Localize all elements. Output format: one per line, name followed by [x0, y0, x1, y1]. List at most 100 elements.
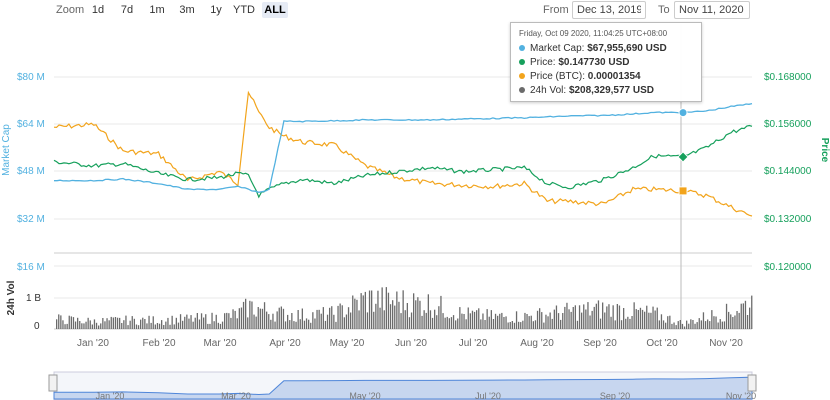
volume-bar	[589, 315, 591, 329]
volume-bar	[740, 303, 742, 329]
volume-bar	[707, 319, 709, 329]
volume-bar	[448, 318, 450, 329]
volume-bar	[539, 308, 541, 329]
volume-bar	[698, 318, 700, 329]
zoom-3m-button[interactable]: 3m	[179, 4, 195, 16]
volume-bar	[150, 322, 152, 329]
zoom-1y-button[interactable]: 1y	[210, 4, 222, 16]
volume-bar	[358, 310, 360, 329]
volume-bar	[326, 314, 329, 329]
volume-bar	[387, 292, 390, 329]
volume-bar	[236, 318, 238, 329]
volume-bar	[257, 307, 259, 329]
volume-bar	[352, 295, 354, 329]
volume-bar	[238, 308, 240, 329]
volume-bar	[263, 302, 266, 329]
right-tick-label: $0.168000	[764, 72, 812, 83]
volume-bar	[270, 319, 272, 329]
to-date-input[interactable]	[674, 1, 750, 19]
right-tick-label: $0.156000	[764, 119, 812, 130]
volume-bar	[585, 309, 587, 329]
right-tick-label: $0.144000	[764, 166, 812, 177]
from-date-input[interactable]	[572, 1, 646, 19]
volume-bar	[587, 302, 589, 329]
volume-bar	[364, 291, 366, 329]
volume-bar	[606, 306, 608, 329]
volume-bar	[135, 324, 138, 329]
market-cap-marker	[678, 108, 688, 118]
volume-bar	[91, 324, 93, 329]
tooltip-row-price-btc: Price (BTC): 0.00001354	[519, 71, 641, 82]
volume-bar	[152, 316, 154, 329]
volume-bar	[324, 320, 327, 329]
volume-bar	[644, 311, 646, 329]
volume-bar	[249, 300, 251, 329]
volume-bar	[417, 297, 419, 329]
zoom-1m-button[interactable]: 1m	[149, 4, 165, 16]
tooltip-label: Price:	[530, 57, 556, 68]
volume-bar	[665, 322, 667, 329]
volume-bar	[427, 294, 429, 329]
volume-bar	[402, 290, 404, 329]
zoom-1d-button[interactable]: 1d	[91, 4, 105, 16]
volume-bar	[520, 322, 522, 329]
volume-bar	[616, 304, 618, 329]
volume-bar	[490, 310, 492, 329]
volume-bar	[85, 321, 87, 329]
volume-bar	[692, 320, 694, 329]
volume-bar	[610, 316, 612, 329]
volume-bar	[679, 320, 681, 329]
volume-bar	[478, 308, 480, 329]
volume-bar	[268, 314, 270, 329]
volume-bar	[148, 315, 150, 329]
navigator-left-handle[interactable]	[48, 374, 58, 392]
volume-tick-label: 1 B	[26, 293, 41, 304]
volume-bar	[144, 319, 146, 329]
volume-bar	[123, 320, 125, 329]
zoom-all-button[interactable]: ALL	[262, 2, 288, 18]
volume-bar	[127, 325, 129, 329]
volume-bar	[192, 321, 194, 329]
volume-bar	[459, 307, 461, 329]
volume-bar	[721, 321, 723, 329]
volume-bar	[513, 322, 516, 329]
volume-bar	[434, 309, 436, 329]
volume-bar	[64, 324, 66, 329]
volume-bar	[560, 319, 562, 329]
navigator[interactable]: Jan '20 Mar '20 May '20 Jul '20 Sep '20 …	[48, 371, 757, 400]
volume-bar	[595, 303, 597, 329]
volume-bar	[583, 304, 585, 329]
volume-bar	[702, 312, 705, 329]
zoom-7d-button[interactable]: 7d	[120, 4, 134, 16]
volume-bar	[213, 321, 215, 329]
volume-bar	[572, 307, 574, 329]
volume-bar	[423, 310, 425, 329]
volume-bar	[543, 322, 545, 329]
volume-bar	[205, 314, 207, 329]
volume-bar	[232, 309, 234, 329]
volume-bar	[322, 307, 324, 329]
volume-bar	[182, 320, 184, 329]
hover-tooltip: Friday, Oct 09 2020, 11:04:25 UTC+08:00 …	[510, 22, 702, 102]
left-tick-label: $32 M	[17, 214, 45, 225]
volume-bar	[406, 303, 408, 329]
volume-bar	[282, 308, 285, 329]
volume-bar	[688, 323, 690, 329]
volume-bar	[473, 311, 476, 329]
volume-bar	[681, 323, 684, 329]
navigator-tick-label: Jul '20	[475, 391, 501, 400]
volume-bar	[129, 320, 131, 329]
volume-bar	[503, 317, 505, 329]
zoom-ytd-button[interactable]: YTD	[233, 4, 255, 16]
volume-bar	[303, 320, 306, 329]
volume-bar	[713, 316, 715, 329]
tooltip-row-market-cap: Market Cap: $67,955,690 USD	[519, 43, 667, 54]
volume-bar	[425, 312, 427, 329]
volume-bar	[345, 314, 348, 329]
navigator-right-handle[interactable]	[747, 374, 757, 392]
volume-bar	[301, 308, 303, 329]
volume-bar	[667, 316, 669, 329]
volume-bar	[669, 315, 671, 329]
volume-bar	[612, 305, 614, 329]
